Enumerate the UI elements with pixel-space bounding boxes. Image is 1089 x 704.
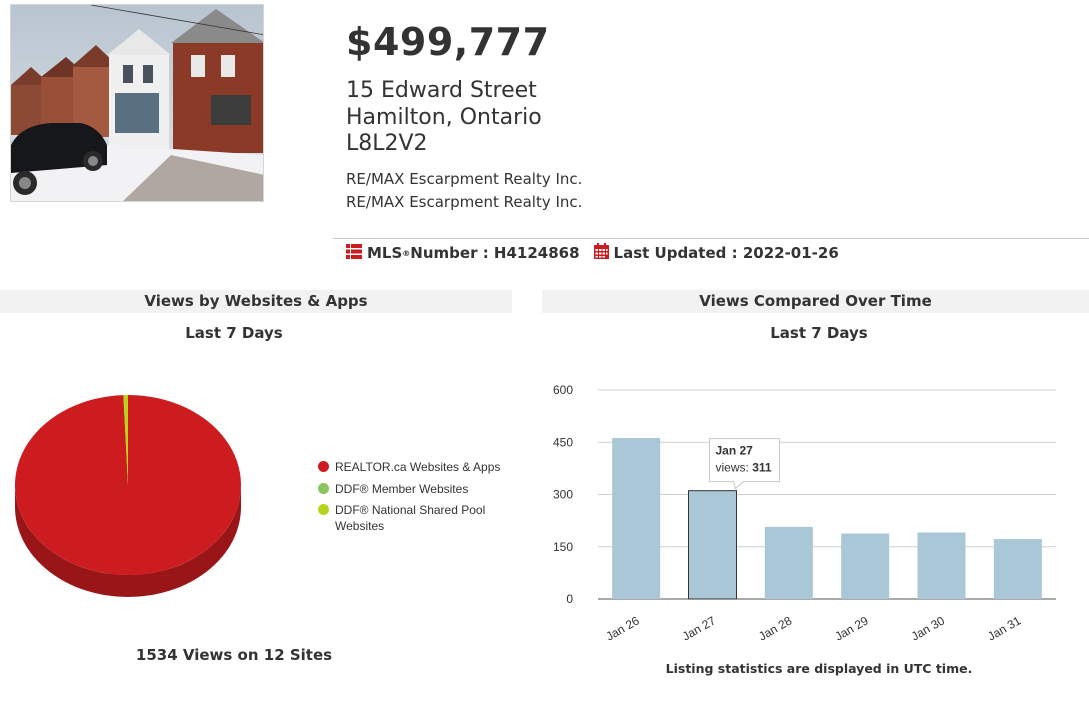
y-tick-label: 450	[553, 435, 573, 449]
tooltip-value: 311	[752, 461, 772, 475]
y-tick-label: 600	[553, 383, 573, 397]
y-tick-label: 300	[553, 488, 573, 502]
bar[interactable]	[764, 526, 813, 599]
x-tick-label: Jan 27	[680, 613, 718, 643]
total-views: 1534 Views on 12 Sites	[135, 646, 333, 664]
legend-item[interactable]: DDF® National Shared Pool Websites	[318, 503, 505, 534]
bar[interactable]	[688, 490, 737, 600]
y-tick-label: 150	[553, 540, 573, 554]
legend-label: DDF® Member Websites	[335, 481, 469, 496]
chart-tooltip: Jan 27 views: 311	[709, 438, 780, 490]
bar[interactable]	[993, 539, 1042, 599]
bar[interactable]	[612, 438, 661, 599]
registered-mark: ®	[402, 248, 411, 258]
x-tick-label: Jan 31	[985, 613, 1023, 643]
calendar-icon	[593, 243, 609, 263]
legend-item[interactable]: DDF® Member Websites	[318, 482, 505, 498]
x-tick-label: Jan 30	[909, 613, 947, 643]
legend-item[interactable]: REALTOR.ca Websites & Apps	[318, 460, 505, 476]
list-icon	[346, 243, 362, 263]
listing-meta: MLS ® Number : H4124868 Last Updated : 20…	[346, 243, 839, 263]
legend-marker	[318, 482, 329, 494]
brokerage-list: RE/MAX Escarpment Realty Inc. RE/MAX Esc…	[346, 168, 582, 213]
listing-address: 15 Edward Street Hamilton, Ontario L8L2V…	[346, 78, 542, 158]
address-street: 15 Edward Street	[346, 78, 537, 103]
websites-panel-title: Views by Websites & Apps	[0, 290, 512, 313]
pie-slice[interactable]	[123, 395, 128, 485]
brokerage-name: RE/MAX Escarpment Realty Inc.	[346, 192, 583, 211]
bar[interactable]	[841, 533, 890, 599]
tooltip-box	[709, 438, 780, 490]
x-tick-label: Jan 28	[756, 613, 794, 643]
time-panel-title: Views Compared Over Time	[542, 290, 1089, 313]
x-tick-label: Jan 26	[603, 613, 641, 643]
last-updated: Last Updated : 2022-01-26	[613, 244, 839, 262]
views-over-time-bar-chart: 0 150 300 450 600 Jan 26 Jan 27 Jan 28 Jan 29 Jan…	[553, 383, 1056, 644]
time-panel-subtitle: Last 7 Days	[770, 324, 868, 342]
mls-number: Number : H4124868	[410, 244, 580, 262]
x-tick-label: Jan 29	[832, 613, 870, 643]
brokerage-name: RE/MAX Escarpment Realty Inc.	[346, 170, 583, 188]
utc-note: Listing statistics are displayed in UTC …	[665, 661, 973, 676]
legend-label: REALTOR.ca Websites & Apps	[335, 460, 501, 474]
pie-slice-side	[15, 485, 241, 597]
address-city: Hamilton, Ontario	[346, 104, 542, 130]
pie-legend: REALTOR.ca Websites & Apps DDF® Member W…	[318, 460, 505, 540]
legend-label: DDF® National Shared Pool Websites	[335, 503, 486, 533]
address-postal: L8L2V2	[346, 131, 428, 156]
listing-photo[interactable]	[10, 4, 264, 202]
views-by-site-pie-chart	[15, 395, 242, 597]
listing-price: $499,777	[346, 20, 550, 64]
tooltip-date: Jan 27	[716, 444, 754, 458]
legend-marker	[318, 504, 329, 515]
divider	[333, 238, 1089, 239]
legend-marker	[318, 461, 329, 472]
mls-label: MLS	[367, 244, 403, 262]
bar[interactable]	[917, 532, 966, 599]
tooltip-label: views: 311	[716, 461, 772, 475]
y-tick-label: 0	[566, 592, 573, 606]
websites-panel-subtitle: Last 7 Days	[185, 324, 283, 342]
